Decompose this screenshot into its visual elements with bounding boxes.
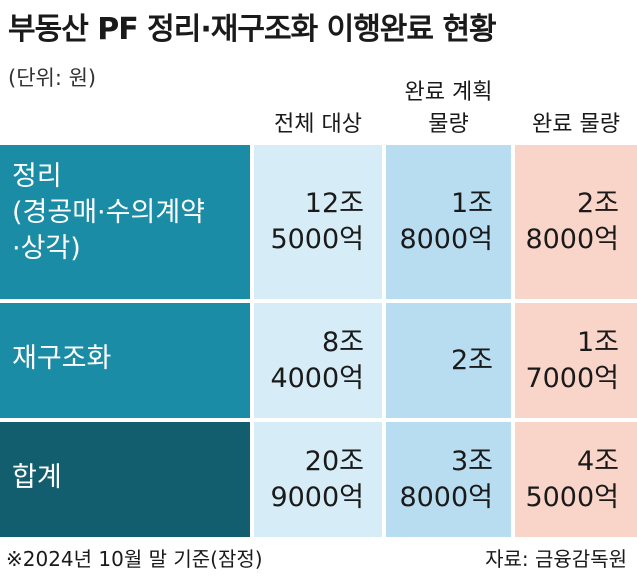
row-label: 합계 (0, 422, 250, 537)
cell-value-line: 5000억 (270, 224, 364, 255)
cell-target: 20조 9000억 (254, 422, 382, 537)
cell-done: 1조 7000억 (515, 303, 637, 418)
row-label-line: (경공매·수의계약 (12, 197, 205, 228)
cell-value-line: 1조 (576, 326, 619, 358)
row-label: 재구조화 (0, 303, 250, 418)
cell-value-line: 5000억 (525, 481, 619, 513)
cell-planned: 2조 (386, 303, 511, 418)
row-label-line: 정리 (12, 161, 62, 192)
chart-title: 부동산 PF 정리·재구조화 이행완료 현황 (8, 12, 497, 47)
cell-value-line: 4조 (576, 445, 619, 477)
cell-value-line: 20조 (304, 445, 364, 477)
cell-value-line: 8조 (321, 326, 364, 358)
cell-value-line: 8000억 (399, 224, 493, 255)
cell-done: 2조 8000억 (515, 145, 637, 299)
cell-value-line: 8000억 (399, 481, 493, 513)
cell-value-line: 2조 (450, 344, 493, 376)
cell-target: 8조 4000억 (254, 303, 382, 418)
cell-value-line: 8000억 (525, 224, 619, 255)
column-header-target: 전체 대상 (254, 109, 382, 141)
row-label: 정리 (경공매·수의계약 ·상각) (0, 145, 250, 299)
column-header-done: 완료 물량 (515, 109, 637, 141)
cell-target: 12조 5000억 (254, 145, 382, 299)
row-label-line: ·상각) (12, 233, 81, 264)
unit-label: (단위: 원) (8, 66, 97, 90)
cell-done: 4조 5000억 (515, 422, 637, 537)
footnote-source: 자료: 금융감독원 (485, 547, 627, 571)
column-header-line: 완료 계획 (404, 80, 493, 105)
row-label-line: 합계 (12, 461, 62, 493)
cell-value-line: 1조 (450, 188, 493, 219)
cell-value-line: 3조 (450, 445, 493, 477)
cell-planned: 1조 8000억 (386, 145, 511, 299)
column-header-line: 전체 대상 (274, 112, 362, 137)
footnote-date: ※2024년 10월 말 기준(잠정) (6, 547, 263, 571)
cell-value-line: 7000억 (525, 362, 619, 394)
cell-planned: 3조 8000억 (386, 422, 511, 537)
cell-value-line: 4000억 (270, 362, 364, 394)
column-header-line: 완료 물량 (532, 112, 620, 137)
cell-value-line: 12조 (304, 188, 364, 219)
column-header-line: 물량 (428, 112, 469, 137)
cell-value-line: 9000억 (270, 481, 364, 513)
cell-value-line: 2조 (576, 188, 619, 219)
row-label-line: 재구조화 (12, 342, 112, 374)
